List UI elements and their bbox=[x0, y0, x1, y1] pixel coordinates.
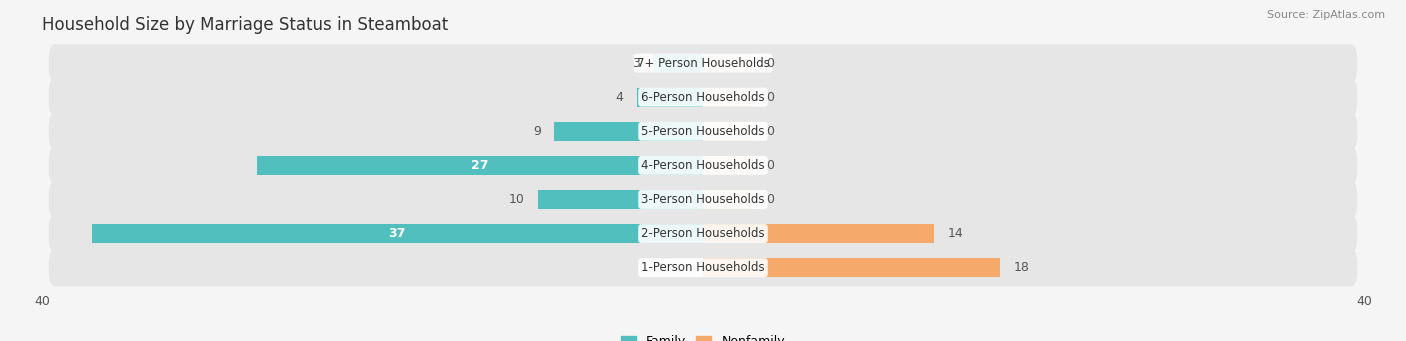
Text: Source: ZipAtlas.com: Source: ZipAtlas.com bbox=[1267, 10, 1385, 20]
Bar bbox=[703, 54, 752, 73]
Bar bbox=[537, 190, 703, 209]
Text: 4: 4 bbox=[616, 91, 624, 104]
Text: Household Size by Marriage Status in Steamboat: Household Size by Marriage Status in Ste… bbox=[42, 16, 449, 34]
FancyBboxPatch shape bbox=[49, 113, 1357, 150]
Text: 0: 0 bbox=[766, 193, 773, 206]
Bar bbox=[257, 156, 703, 175]
Bar bbox=[91, 224, 703, 243]
FancyBboxPatch shape bbox=[49, 249, 1357, 286]
Text: 0: 0 bbox=[766, 159, 773, 172]
Bar bbox=[703, 224, 934, 243]
Text: 37: 37 bbox=[388, 227, 406, 240]
Text: 0: 0 bbox=[766, 91, 773, 104]
Bar bbox=[637, 88, 703, 107]
Bar bbox=[703, 258, 1001, 277]
FancyBboxPatch shape bbox=[49, 215, 1357, 252]
Text: 27: 27 bbox=[471, 159, 489, 172]
Bar bbox=[703, 190, 752, 209]
Bar bbox=[654, 54, 703, 73]
Text: 0: 0 bbox=[766, 125, 773, 138]
Text: 10: 10 bbox=[509, 193, 524, 206]
FancyBboxPatch shape bbox=[49, 147, 1357, 184]
Text: 3-Person Households: 3-Person Households bbox=[641, 193, 765, 206]
Bar bbox=[703, 122, 752, 141]
Text: 18: 18 bbox=[1014, 261, 1029, 274]
Text: 5-Person Households: 5-Person Households bbox=[641, 125, 765, 138]
Bar bbox=[703, 88, 752, 107]
Text: 4-Person Households: 4-Person Households bbox=[641, 159, 765, 172]
Text: 7+ Person Households: 7+ Person Households bbox=[637, 57, 769, 70]
Text: 1-Person Households: 1-Person Households bbox=[641, 261, 765, 274]
Text: 6-Person Households: 6-Person Households bbox=[641, 91, 765, 104]
Text: 0: 0 bbox=[766, 57, 773, 70]
Bar bbox=[554, 122, 703, 141]
Text: 9: 9 bbox=[533, 125, 541, 138]
FancyBboxPatch shape bbox=[49, 78, 1357, 116]
FancyBboxPatch shape bbox=[49, 181, 1357, 218]
Bar bbox=[703, 156, 752, 175]
Text: 2-Person Households: 2-Person Households bbox=[641, 227, 765, 240]
Text: 3: 3 bbox=[633, 57, 640, 70]
Text: 14: 14 bbox=[948, 227, 963, 240]
FancyBboxPatch shape bbox=[49, 44, 1357, 82]
Legend: Family, Nonfamily: Family, Nonfamily bbox=[616, 330, 790, 341]
